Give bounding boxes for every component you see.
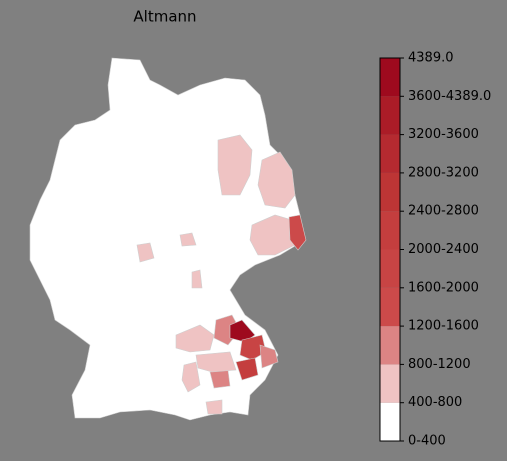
region [195,351,237,373]
colorbar-label: 3600-4389.0 [408,89,491,104]
region [179,232,197,247]
region [181,361,201,393]
colorbar-label: 2400-2800 [408,204,479,219]
region [217,134,253,196]
region [205,399,223,415]
colorbar-segment [380,211,400,250]
colorbar-label: 4389.0 [408,51,454,66]
colorbar-segment [380,249,400,288]
region [288,214,307,251]
colorbar-segment [380,364,400,403]
colorbar-segment [380,172,400,212]
region [259,344,279,369]
region [235,357,259,381]
map-title: Altmann [133,8,196,26]
colorbar-segment [380,96,400,135]
colorbar-label: 1600-2000 [408,280,479,295]
colorbar-label: 800-1200 [408,357,471,372]
colorbar-label: 2800-3200 [408,165,479,180]
colorbar-segment [380,326,400,365]
colorbar-label: 2000-2400 [408,242,479,257]
colorbar-label: 0-400 [408,434,446,449]
colorbar-segment [380,287,400,327]
region [239,334,267,361]
germany-map [29,57,307,421]
colorbar-segment [380,402,400,441]
region [191,269,203,289]
colorbar-segment [380,58,400,97]
region [136,242,155,263]
colorbar-label: 3200-3600 [408,127,479,142]
colorbar-segment [380,134,400,173]
colorbar-label: 1200-1600 [408,319,479,334]
colorbar-label: 400-800 [408,395,462,410]
region [249,214,296,256]
colorbar: 0-400 400-800 800-1200 1200-1600 1600-2000 20… [379,51,491,449]
region [175,324,215,353]
region [257,151,296,209]
